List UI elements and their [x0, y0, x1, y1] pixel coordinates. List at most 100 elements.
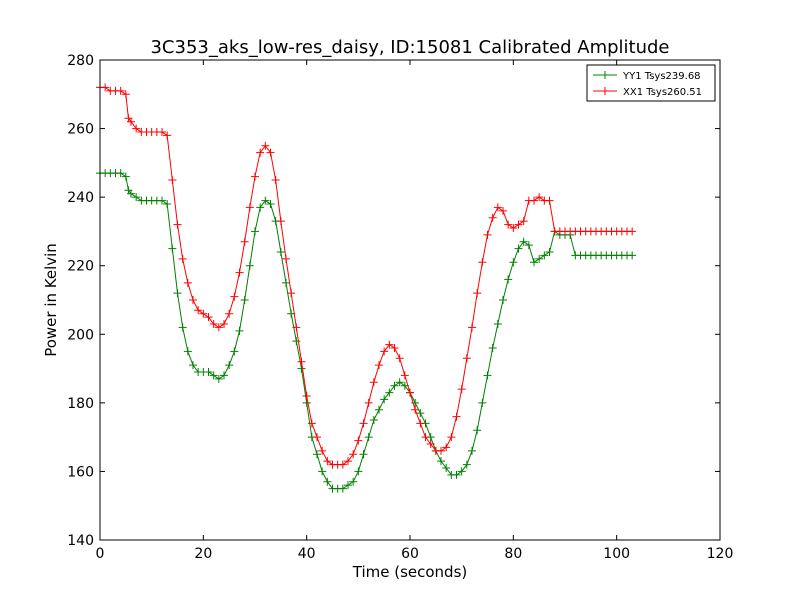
data-point	[473, 289, 482, 298]
data-point	[349, 477, 358, 486]
data-point	[369, 416, 378, 424]
data-point	[390, 344, 399, 352]
data-point	[462, 354, 471, 363]
data-point	[132, 124, 141, 133]
data-point	[628, 227, 637, 236]
series-1	[96, 83, 637, 469]
data-point	[493, 320, 502, 328]
data-point	[251, 172, 259, 181]
data-point	[225, 309, 234, 318]
data-point	[447, 433, 456, 442]
data-point	[452, 412, 461, 421]
data-point	[220, 320, 228, 328]
y-tick-label: 280	[67, 53, 94, 69]
data-point	[245, 203, 254, 212]
data-point	[437, 457, 445, 466]
data-point	[261, 196, 270, 205]
data-point	[318, 467, 327, 476]
x-tick-label: 20	[194, 546, 212, 562]
data-point	[354, 467, 363, 476]
data-point	[535, 254, 544, 263]
data-point	[452, 470, 461, 479]
data-point	[266, 200, 275, 208]
data-point	[535, 193, 544, 202]
legend-swatch-marker	[601, 87, 609, 95]
data-point	[530, 196, 538, 205]
y-tick-label: 220	[67, 259, 94, 275]
data-point	[318, 446, 327, 455]
data-point	[214, 374, 223, 383]
data-point	[101, 83, 110, 92]
data-point	[359, 419, 368, 428]
legend-box	[586, 64, 716, 102]
data-point	[209, 371, 218, 380]
data-point	[121, 90, 130, 99]
data-point	[163, 200, 172, 208]
data-point	[514, 220, 523, 229]
data-point	[416, 409, 425, 418]
data-point	[483, 230, 492, 239]
data-point	[173, 220, 182, 229]
data-point	[204, 313, 213, 322]
data-point	[297, 364, 306, 373]
data-point	[313, 433, 321, 442]
data-point	[380, 395, 389, 404]
data-point	[504, 220, 513, 229]
data-point	[209, 320, 218, 328]
data-point	[411, 398, 420, 407]
data-point	[369, 378, 378, 387]
data-point	[245, 261, 254, 270]
data-point	[514, 244, 523, 253]
data-point	[504, 275, 513, 284]
data-point	[271, 176, 280, 184]
data-point	[483, 371, 492, 380]
data-point	[163, 131, 172, 140]
data-point	[411, 405, 420, 414]
y-tick-label: 160	[67, 464, 94, 480]
data-point	[359, 450, 368, 459]
data-point	[168, 176, 177, 184]
data-point	[214, 323, 223, 332]
data-point	[183, 347, 192, 356]
data-point	[385, 388, 394, 397]
data-point	[132, 193, 141, 202]
data-point	[199, 309, 208, 318]
y-axis-label: Power in Kelvin	[42, 243, 60, 357]
data-point	[344, 481, 352, 490]
data-point	[256, 203, 265, 212]
data-point	[478, 258, 487, 267]
data-point	[282, 254, 290, 263]
data-point	[261, 141, 270, 150]
data-point	[240, 296, 249, 304]
data-point	[266, 148, 275, 157]
data-point	[127, 117, 135, 126]
data-point	[116, 86, 125, 95]
data-point	[524, 241, 533, 250]
data-point	[230, 347, 239, 356]
y-axis-ticks: 140 160 180 200 220 240 260 280	[67, 53, 720, 549]
data-point	[292, 323, 301, 332]
data-point	[628, 251, 637, 260]
data-point	[437, 446, 445, 455]
x-tick-label: 120	[707, 546, 734, 562]
y-tick-label: 180	[67, 396, 94, 412]
x-tick-label: 100	[603, 546, 630, 562]
data-point	[509, 224, 518, 232]
data-point	[519, 217, 528, 226]
x-axis-ticks: 0 20 40 60 80 100 120	[96, 60, 734, 562]
data-point	[468, 446, 476, 455]
data-point	[545, 196, 554, 205]
data-point	[323, 457, 332, 466]
data-point	[189, 296, 197, 304]
data-point	[493, 203, 502, 212]
data-point	[395, 354, 404, 363]
y-tick-label: 240	[67, 190, 94, 206]
x-tick-label: 0	[96, 546, 105, 562]
data-point	[121, 172, 130, 181]
data-point	[287, 289, 296, 298]
data-point	[240, 237, 249, 246]
data-point	[235, 268, 244, 277]
data-point	[307, 419, 316, 428]
data-point	[540, 251, 549, 260]
data-point	[220, 371, 228, 380]
